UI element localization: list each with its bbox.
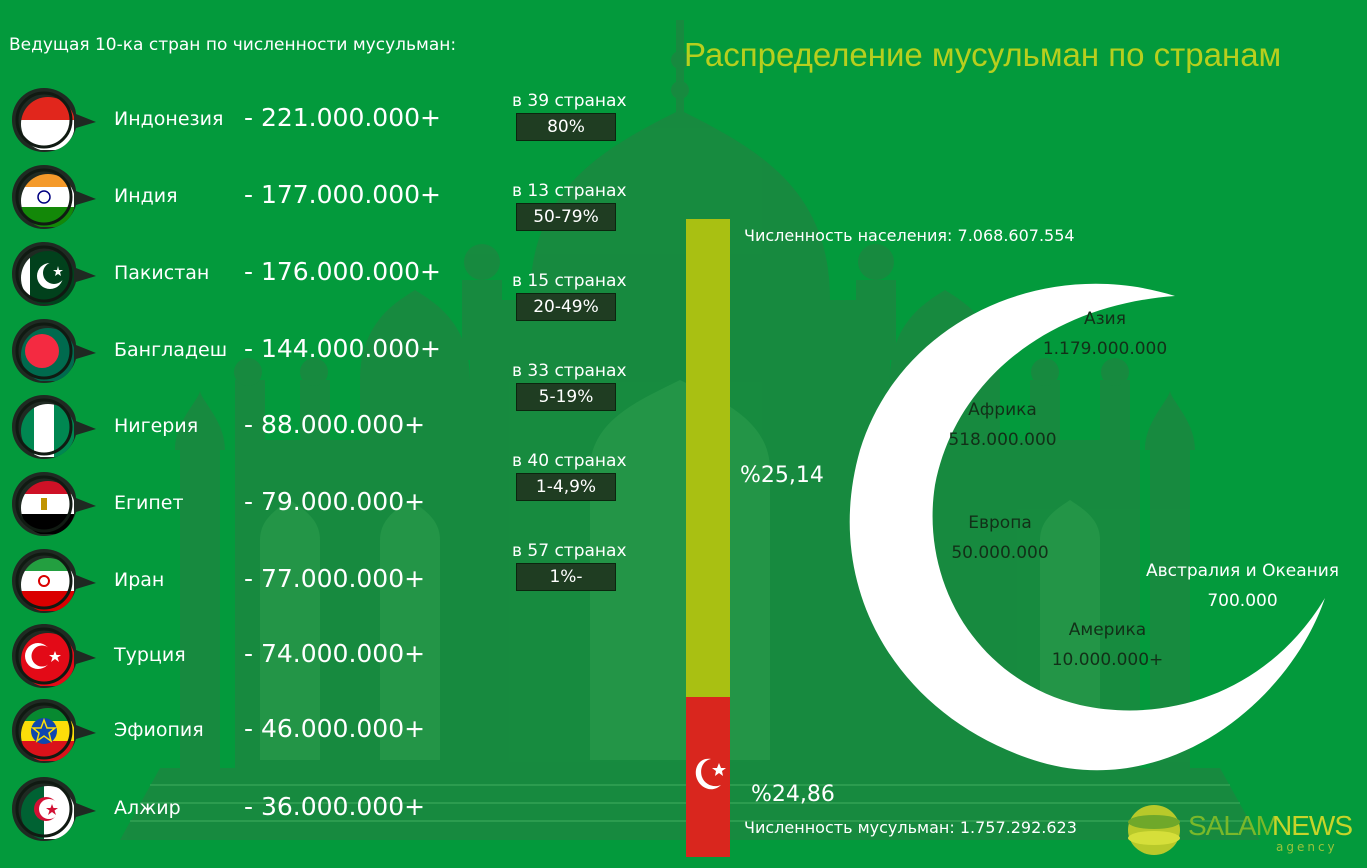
logo-salam-text: SALAM bbox=[1188, 810, 1279, 841]
region-value: 50.000.000 bbox=[951, 543, 1049, 563]
country-row: Индонезия - 221.000.000+ bbox=[0, 86, 480, 162]
egypt-flag-icon bbox=[10, 470, 98, 538]
stat-country-count: в 40 странах bbox=[512, 451, 627, 471]
region-name: Австралия и Океания bbox=[1145, 561, 1340, 581]
country-name: Египет bbox=[114, 492, 184, 514]
muslim-bar bbox=[686, 697, 730, 857]
share-stat: в 15 странах 20-49% bbox=[512, 271, 642, 321]
stat-percent-range: 80% bbox=[516, 113, 616, 141]
country-muslim-count: - 74.000.000+ bbox=[244, 639, 426, 668]
population-total: Численность населения: 7.068.607.554 bbox=[744, 226, 1075, 245]
country-muslim-count: - 177.000.000+ bbox=[244, 180, 441, 209]
region-value: 1.179.000.000 bbox=[1042, 339, 1168, 359]
nigeria-flag-icon bbox=[10, 393, 98, 461]
stat-country-count: в 39 странах bbox=[512, 91, 627, 111]
stat-percent-range: 1%- bbox=[516, 563, 616, 591]
country-muslim-count: - 36.000.000+ bbox=[244, 792, 426, 821]
muslim-total: Численность мусульман: 1.757.292.623 bbox=[744, 818, 1077, 837]
stat-percent-range: 50-79% bbox=[516, 203, 616, 231]
country-row: Египет - 79.000.000+ bbox=[0, 470, 480, 546]
top-ten-heading: Ведущая 10-ка стран по численности мусул… bbox=[9, 35, 457, 55]
pakistan-flag-icon bbox=[10, 240, 98, 308]
country-row: Алжир - 36.000.000+ bbox=[0, 775, 480, 851]
iran-flag-icon bbox=[10, 547, 98, 615]
region-value: 10.000.000+ bbox=[1051, 650, 1164, 670]
globe-icon bbox=[1128, 805, 1180, 855]
logo-news-text: NEWS bbox=[1272, 810, 1353, 841]
country-muslim-count: - 176.000.000+ bbox=[244, 257, 441, 286]
country-name: Нигерия bbox=[114, 415, 199, 437]
stat-percent-range: 20-49% bbox=[516, 293, 616, 321]
share-stat: в 13 странах 50-79% bbox=[512, 181, 642, 231]
non-muslim-bar bbox=[686, 219, 730, 697]
share-stat: в 40 странах 1-4,9% bbox=[512, 451, 642, 501]
country-muslim-count: - 79.000.000+ bbox=[244, 487, 426, 516]
crescent-star-icon bbox=[695, 758, 726, 790]
region-value: 518.000.000 bbox=[948, 430, 1057, 450]
turkey-flag-icon bbox=[10, 622, 98, 690]
india-flag-icon bbox=[10, 163, 98, 231]
country-row: Индия - 177.000.000+ bbox=[0, 163, 480, 239]
region-name: Африка bbox=[968, 400, 1037, 420]
region-name: Америка bbox=[1068, 620, 1147, 640]
indonesia-flag-icon bbox=[10, 86, 98, 154]
region-asia: Азия 1.179.000.000 bbox=[1030, 309, 1180, 359]
region-value: 700.000 bbox=[1207, 591, 1278, 611]
country-name: Эфиопия bbox=[114, 719, 204, 741]
region-europe: Европа 50.000.000 bbox=[935, 513, 1065, 563]
region-africa: Африка 518.000.000 bbox=[930, 400, 1075, 450]
country-muslim-count: - 77.000.000+ bbox=[244, 564, 426, 593]
country-muslim-count: - 46.000.000+ bbox=[244, 714, 426, 743]
salamnews-logo: SALAM NEWS agency bbox=[1126, 802, 1356, 858]
country-row: Эфиопия - 46.000.000+ bbox=[0, 697, 480, 773]
country-name: Иран bbox=[114, 569, 165, 591]
crescent-icon bbox=[849, 283, 1325, 771]
muslim-percent: %24,86 bbox=[751, 782, 835, 807]
share-stat: в 39 странах 80% bbox=[512, 91, 642, 141]
country-name: Турция bbox=[114, 644, 186, 666]
country-muslim-count: - 221.000.000+ bbox=[244, 103, 441, 132]
country-name: Алжир bbox=[114, 797, 181, 819]
ethiopia-flag-icon bbox=[10, 697, 98, 765]
country-muslim-count: - 88.000.000+ bbox=[244, 410, 426, 439]
stat-percent-range: 5-19% bbox=[516, 383, 616, 411]
stat-country-count: в 13 странах bbox=[512, 181, 627, 201]
page-title: Распределение мусульман по странам bbox=[684, 36, 1282, 73]
share-stat: в 57 странах 1%- bbox=[512, 541, 642, 591]
country-name: Бангладеш bbox=[114, 339, 228, 361]
logo-agency-text: agency bbox=[1276, 840, 1338, 854]
country-name: Пакистан bbox=[114, 262, 210, 284]
country-muslim-count: - 144.000.000+ bbox=[244, 334, 441, 363]
country-row: Нигерия - 88.000.000+ bbox=[0, 393, 480, 469]
country-name: Индонезия bbox=[114, 108, 224, 130]
stat-country-count: в 33 странах bbox=[512, 361, 627, 381]
country-name: Индия bbox=[114, 185, 178, 207]
region-america: Америка 10.000.000+ bbox=[1035, 620, 1180, 670]
region-name: Европа bbox=[968, 513, 1032, 533]
bangladesh-flag-icon bbox=[10, 317, 98, 385]
region-name: Азия bbox=[1084, 309, 1126, 329]
stat-country-count: в 15 странах bbox=[512, 271, 627, 291]
stat-country-count: в 57 странах bbox=[512, 541, 627, 561]
country-row: Бангладеш - 144.000.000+ bbox=[0, 317, 480, 393]
share-stat: в 33 странах 5-19% bbox=[512, 361, 642, 411]
region-oceania: Австралия и Океания 700.000 bbox=[1140, 561, 1345, 611]
country-row: Турция - 74.000.000+ bbox=[0, 622, 480, 698]
stat-percent-range: 1-4,9% bbox=[516, 473, 616, 501]
country-row: Пакистан - 176.000.000+ bbox=[0, 240, 480, 316]
non-muslim-percent: %25,14 bbox=[740, 463, 824, 488]
country-row: Иран - 77.000.000+ bbox=[0, 547, 480, 623]
algeria-flag-icon bbox=[10, 775, 98, 843]
